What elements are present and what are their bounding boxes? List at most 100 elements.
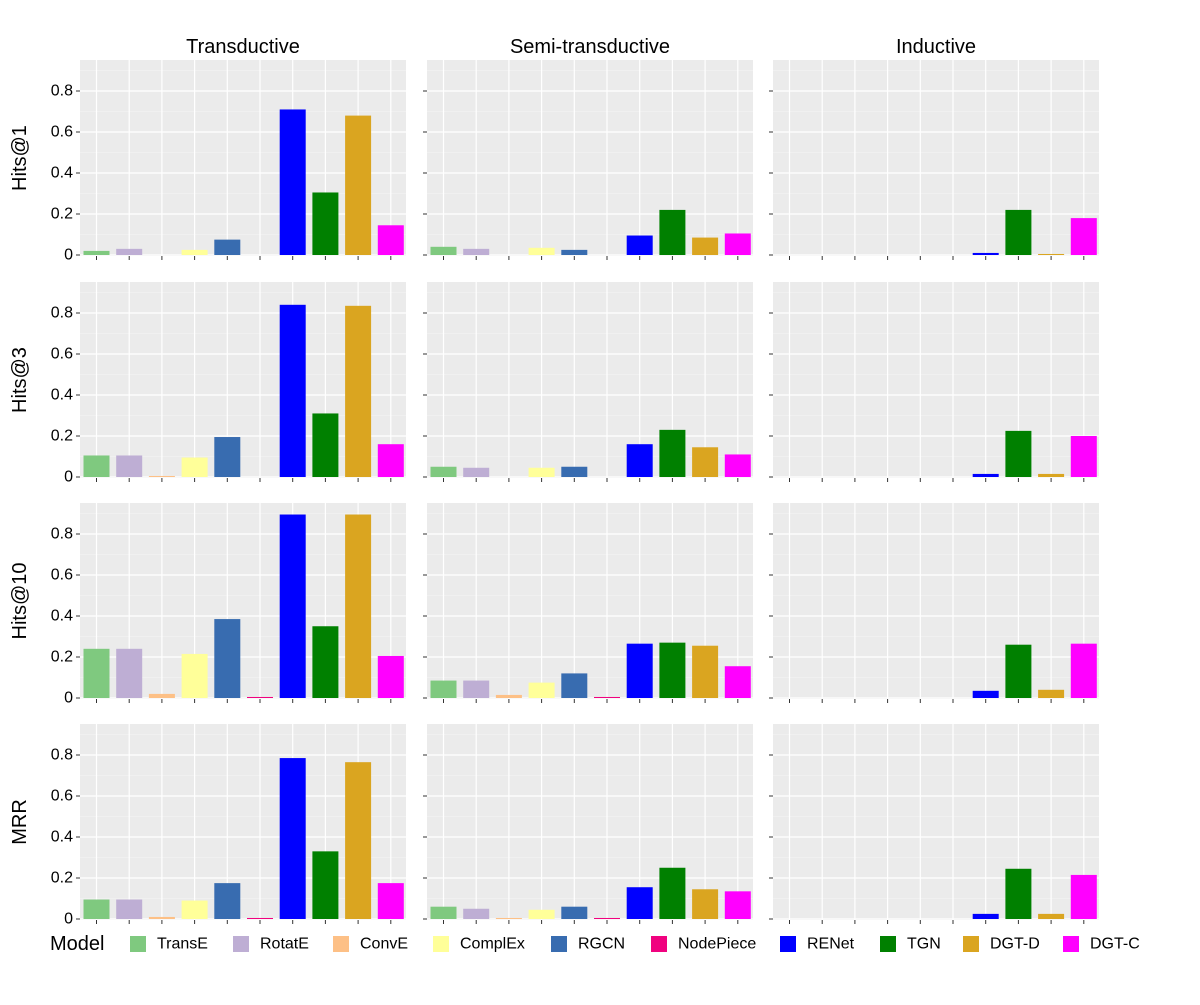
row-label-hits-3: Hits@3 [9,347,31,413]
panel-mrr-inductive [773,724,1099,920]
bar-hits-3-semi-transductive-complex [528,467,555,477]
bar-mrr-semi-transductive-rgcn [561,906,588,919]
legend-swatch-conve [333,936,349,952]
bar-mrr-transductive-conve [148,916,175,919]
bar-hits-1-semi-transductive-dgt-c [724,233,751,255]
legend-swatch-nodepiece [651,936,667,952]
bar-hits-1-inductive-tgn [1005,209,1032,255]
bar-hits-1-transductive-dgt-c [377,225,404,255]
bar-mrr-transductive-renet [279,758,306,919]
bar-hits-10-inductive-dgt-c [1070,643,1097,698]
column-title-semi-transductive: Semi-transductive [510,36,670,58]
bar-hits-3-transductive-renet [279,304,306,477]
bar-mrr-inductive-dgt-d [1038,913,1065,919]
legend-swatch-rgcn [551,936,567,952]
bar-mrr-semi-transductive-rotate [463,908,490,919]
y-tick-label: 0.4 [51,387,73,404]
bar-hits-10-transductive-transe [83,648,110,698]
bar-hits-1-transductive-dgt-d [345,115,372,255]
bar-mrr-transductive-rgcn [214,883,241,919]
legend-label-renet: RENet [807,936,855,953]
panel-hits-1-inductive [773,60,1099,256]
y-tick-label: 0.8 [51,526,73,543]
y-tick-label: 0 [64,690,73,707]
legend-swatch-complex [433,936,449,952]
bar-hits-10-semi-transductive-dgt-c [724,666,751,698]
legend-label-conve: ConvE [360,936,408,953]
bar-hits-10-inductive-tgn [1005,644,1032,698]
bar-hits-10-transductive-conve [148,693,175,698]
bar-hits-1-inductive-renet [972,252,999,255]
bar-hits-1-transductive-renet [279,109,306,255]
bar-mrr-inductive-dgt-c [1070,874,1097,919]
bar-mrr-semi-transductive-tgn [659,867,686,919]
bar-mrr-semi-transductive-nodepiece [594,917,620,919]
bar-hits-1-semi-transductive-tgn [659,209,686,255]
bar-mrr-transductive-nodepiece [247,917,273,919]
y-tick-label: 0.2 [51,428,73,445]
bar-hits-10-semi-transductive-rotate [463,680,490,698]
y-tick-label: 0.2 [51,649,73,666]
bar-hits-3-inductive-renet [972,473,999,477]
bar-hits-1-semi-transductive-dgt-d [692,237,719,255]
bar-mrr-transductive-transe [83,899,110,919]
y-tick-label: 0.8 [51,747,73,764]
y-tick-label: 0.4 [51,608,73,625]
bar-hits-1-semi-transductive-renet [626,235,653,255]
legend-swatch-transe [130,936,146,952]
legend-label-complex: ComplEx [460,936,525,953]
bar-hits-10-transductive-rgcn [214,619,241,698]
panel-mrr-semi-transductive [427,724,753,920]
bar-hits-3-transductive-conve [148,475,175,477]
bar-hits-10-transductive-dgt-c [377,655,404,698]
row-label-mrr: MRR [9,799,31,845]
y-tick-label: 0.8 [51,83,73,100]
y-tick-label: 0.8 [51,305,73,322]
bar-hits-1-semi-transductive-complex [528,247,555,255]
y-tick-label: 0 [64,469,73,486]
panel-hits-10-inductive [773,503,1099,699]
bar-hits-3-semi-transductive-dgt-c [724,454,751,477]
column-title-inductive: Inductive [896,36,976,58]
bar-mrr-transductive-rotate [116,899,143,919]
bar-mrr-semi-transductive-dgt-c [724,891,751,919]
y-tick-label: 0.2 [51,870,73,887]
bar-hits-3-inductive-dgt-d [1038,473,1065,477]
bar-hits-3-inductive-dgt-c [1070,436,1097,477]
bar-hits-10-semi-transductive-conve [495,694,522,698]
bar-hits-1-inductive-dgt-c [1070,218,1097,255]
legend-label-rgcn: RGCN [578,936,625,953]
legend-label-dgt-c: DGT-C [1090,936,1140,953]
legend-swatch-dgt-d [963,936,979,952]
bar-hits-10-semi-transductive-dgt-d [692,645,719,698]
bar-mrr-semi-transductive-renet [626,887,653,919]
bar-hits-1-transductive-transe [83,250,110,255]
bar-hits-1-inductive-dgt-d [1038,253,1065,255]
bar-hits-3-semi-transductive-rgcn [561,466,588,477]
bar-hits-1-semi-transductive-rotate [463,248,490,255]
y-tick-label: 0.6 [51,346,73,363]
bar-hits-1-transductive-rgcn [214,239,241,255]
row-label-hits-10: Hits@10 [9,563,31,640]
bar-hits-1-transductive-rotate [116,248,143,255]
bar-hits-1-transductive-tgn [312,192,339,255]
bar-hits-10-semi-transductive-rgcn [561,673,588,698]
panel-hits-1-semi-transductive [427,60,753,256]
bar-hits-3-inductive-tgn [1005,430,1032,477]
bar-hits-10-transductive-rotate [116,648,143,698]
bar-hits-3-transductive-transe [83,455,110,477]
bar-hits-3-semi-transductive-renet [626,444,653,477]
bar-hits-10-semi-transductive-renet [626,643,653,698]
panel-hits-3-inductive [773,282,1099,478]
row-label-hits-1: Hits@1 [9,125,31,191]
bar-hits-10-semi-transductive-tgn [659,642,686,698]
bar-mrr-inductive-tgn [1005,868,1032,919]
bar-hits-10-semi-transductive-transe [430,680,457,698]
bar-hits-10-inductive-dgt-d [1038,689,1065,698]
bar-mrr-semi-transductive-transe [430,906,457,919]
bar-hits-3-semi-transductive-transe [430,466,457,477]
bar-hits-3-semi-transductive-dgt-d [692,447,719,477]
legend-label-dgt-d: DGT-D [990,936,1040,953]
bar-hits-10-transductive-complex [181,653,208,698]
